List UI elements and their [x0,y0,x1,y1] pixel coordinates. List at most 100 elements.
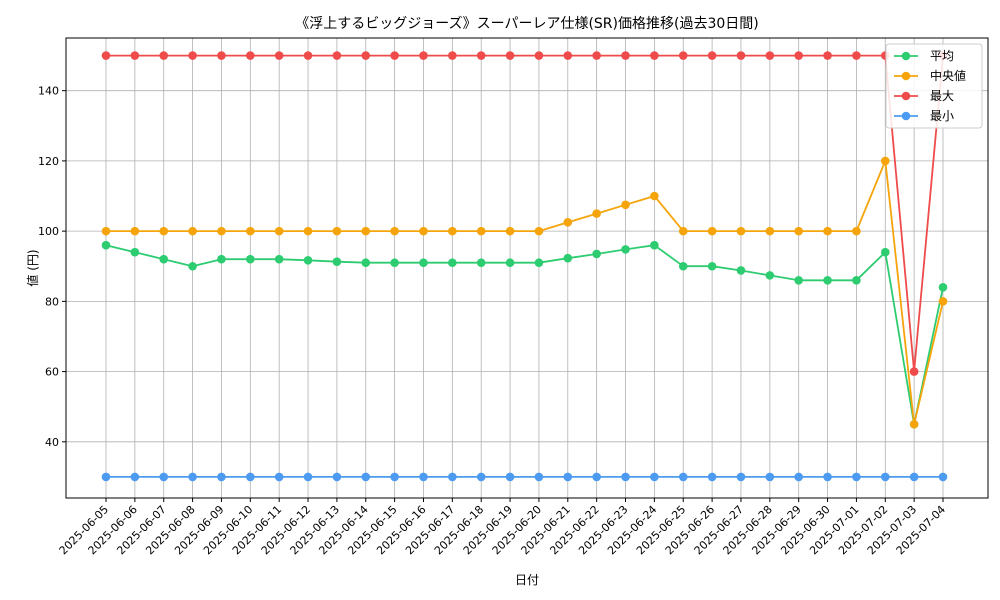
data-point [188,261,197,271]
data-point [274,226,284,236]
data-point [246,51,255,60]
data-point [650,240,659,250]
data-point [130,247,140,257]
data-point [130,51,140,60]
data-point [101,226,111,236]
data-point [592,209,601,218]
data-point [361,258,371,268]
data-point [852,51,861,60]
data-point [419,472,428,482]
data-point [390,472,399,482]
data-point [130,226,140,236]
data-point [274,51,284,60]
data-point [246,472,255,482]
data-point [823,275,832,285]
data-point [505,472,515,482]
legend-marker [901,51,911,61]
y-tick-label: 120 [38,155,59,168]
data-point [448,258,457,268]
data-point [101,51,111,60]
chart-title: 《浮上するビッグジョーズ》スーパーレア仕様(SR)価格推移(過去30日間) [295,16,758,32]
data-point [361,51,371,60]
data-point [650,191,659,201]
data-point [592,51,601,60]
data-point [332,226,342,236]
data-point [880,472,890,482]
data-point [534,472,544,482]
data-point [678,51,688,60]
series-1 [101,156,948,429]
legend-marker [901,111,911,121]
data-point [188,226,197,236]
series-2 [101,51,948,376]
data-point [505,51,515,60]
data-point [852,275,861,285]
data-point [678,261,688,271]
data-point [794,472,803,482]
data-point [707,51,717,60]
data-point [707,261,717,271]
data-point [476,258,486,268]
data-point [419,51,428,60]
data-point [707,226,717,236]
data-point [303,51,313,60]
data-point [159,254,169,264]
data-point [678,472,688,482]
data-point [390,258,399,268]
legend-marker [901,91,911,101]
data-point [274,254,284,264]
data-point [246,254,255,264]
legend-marker [901,71,911,81]
data-point [852,472,861,482]
data-point [823,472,832,482]
data-point [188,472,197,482]
data-point [159,226,169,236]
data-point [621,472,630,482]
legend-label: 中央値 [930,68,966,83]
y-tick-label: 140 [38,85,59,98]
legend-label: 最大 [930,89,954,103]
data-point [621,51,630,60]
legend-label: 最小 [930,109,954,123]
data-point [794,226,803,236]
data-point [476,472,486,482]
data-point [563,218,573,227]
data-point [736,266,746,275]
data-point [823,226,832,236]
data-point [938,297,948,306]
data-point [534,226,544,236]
data-point [505,226,515,236]
series-line [105,244,944,426]
data-point [794,51,803,60]
y-tick-label: 80 [45,295,59,308]
data-point [563,51,573,60]
data-point [303,255,313,265]
data-point [736,51,746,60]
data-point [159,472,169,482]
data-point [217,51,226,60]
plot-frame [65,37,989,499]
data-point [794,275,803,285]
y-axis-title: 値 (円) [25,249,40,286]
data-point [909,419,919,429]
data-point [303,472,313,482]
data-point [419,226,428,236]
series-0 [101,240,948,429]
data-point [101,472,111,482]
data-point [880,247,890,257]
data-point [765,472,775,482]
data-point [736,226,746,236]
data-point [130,472,140,482]
data-point [476,226,486,236]
data-point [621,200,630,210]
data-point [332,472,342,482]
data-point [390,51,399,60]
data-point [505,258,515,268]
data-point [621,245,630,254]
data-point [563,253,573,263]
data-point [938,283,948,292]
data-point [938,472,948,482]
data-point [274,472,284,482]
